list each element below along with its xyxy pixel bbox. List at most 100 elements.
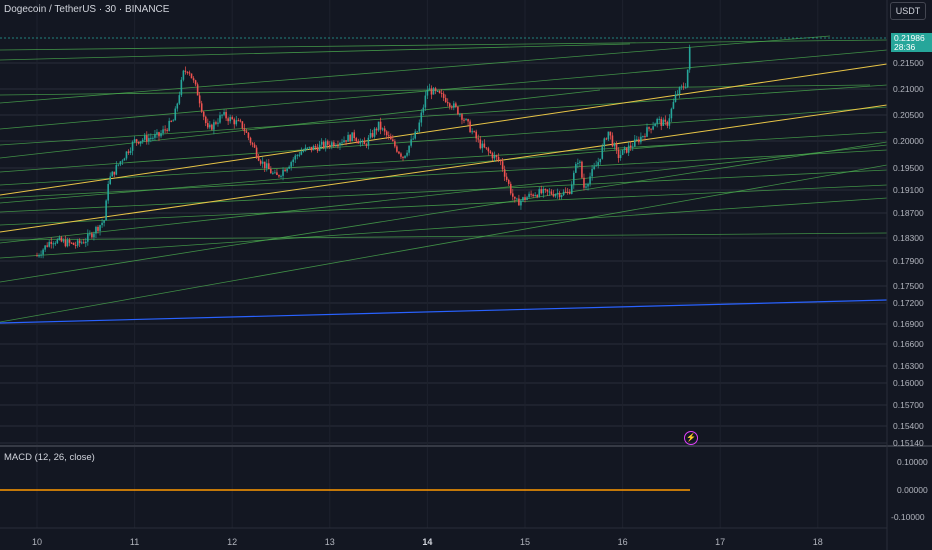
macd-title[interactable]: MACD (12, 26, close): [4, 452, 95, 463]
candle: [139, 141, 142, 144]
price-tick-label: 0.16600: [893, 339, 924, 349]
candle: [440, 93, 443, 95]
candle: [184, 70, 187, 72]
price-tick-label: 0.19100: [893, 185, 924, 195]
candle: [78, 240, 81, 244]
candle: [493, 155, 496, 159]
candle: [568, 191, 571, 194]
candle: [221, 114, 223, 116]
candle: [629, 145, 632, 148]
candle: [634, 139, 636, 147]
macd-tick-label: 0.00000: [897, 485, 928, 495]
candle: [162, 129, 164, 134]
candle: [207, 123, 209, 128]
candle: [363, 140, 366, 145]
candle: [93, 233, 95, 238]
candle: [676, 93, 679, 95]
trendlines: [0, 35, 888, 324]
candle: [473, 131, 475, 133]
candle: [150, 137, 152, 139]
candle: [591, 169, 593, 177]
candle: [119, 161, 122, 165]
candle: [678, 87, 681, 94]
candle: [617, 149, 620, 159]
candle: [143, 135, 146, 140]
candle: [89, 233, 91, 235]
candle: [375, 128, 378, 131]
candle: [188, 72, 191, 74]
candle: [127, 151, 130, 153]
trendline-blue: [0, 299, 888, 324]
price-tick-label: 0.18700: [893, 208, 924, 218]
candle: [74, 244, 77, 246]
candle: [239, 120, 242, 122]
candle: [656, 118, 658, 124]
candle: [40, 254, 42, 256]
price-tick-label: 0.15700: [893, 400, 924, 410]
price-tick-label: 0.17500: [893, 281, 924, 291]
candle: [215, 122, 217, 124]
candle: [367, 137, 370, 146]
candle: [603, 138, 606, 147]
candle: [385, 131, 388, 136]
candle: [249, 137, 252, 143]
candle: [174, 108, 177, 121]
candle: [337, 145, 339, 147]
candle: [394, 141, 396, 147]
time-tick-label: 12: [227, 537, 238, 547]
trendline-green: [0, 106, 888, 173]
trendline-green: [0, 232, 888, 241]
candle: [461, 114, 463, 120]
candle: [211, 124, 213, 130]
candle: [168, 120, 170, 131]
trendline-green: [0, 169, 888, 213]
candle: [172, 120, 175, 122]
candle: [219, 115, 221, 123]
candle: [166, 129, 168, 131]
candle: [335, 145, 337, 147]
candle: [489, 151, 492, 154]
candle: [589, 176, 591, 184]
candle: [46, 245, 48, 247]
candle: [599, 158, 602, 163]
candle: [288, 166, 290, 169]
currency-button[interactable]: USDT: [890, 2, 926, 20]
candle: [662, 119, 665, 126]
price-tick-label: 0.20000: [893, 136, 924, 146]
candle: [64, 240, 67, 247]
candle: [442, 93, 445, 98]
candle: [198, 95, 201, 104]
candle: [56, 239, 59, 244]
candle: [387, 135, 390, 137]
candle: [448, 103, 451, 107]
candle: [99, 225, 101, 231]
candle: [623, 147, 626, 150]
candle: [577, 162, 579, 165]
time-tick-label: 17: [715, 537, 726, 547]
candle: [164, 129, 166, 131]
candle: [58, 237, 61, 240]
price-tick-label: 0.18300: [893, 233, 924, 243]
candle: [349, 134, 351, 142]
candle: [548, 191, 551, 193]
candle: [38, 255, 40, 257]
candle: [87, 233, 89, 242]
candle: [312, 146, 315, 151]
candle: [638, 139, 640, 143]
candle: [347, 134, 349, 142]
candle: [170, 120, 172, 122]
candle: [593, 166, 595, 170]
candle: [192, 78, 195, 81]
flash-icon[interactable]: ⚡: [684, 431, 698, 445]
candle: [333, 142, 335, 146]
macd-tick-label: -0.10000: [891, 512, 925, 522]
price-tick-label: 0.16300: [893, 361, 924, 371]
candle: [491, 153, 494, 159]
candle: [579, 161, 581, 163]
candle: [432, 88, 435, 95]
candle: [247, 132, 250, 138]
candle: [383, 128, 386, 132]
candle: [270, 169, 272, 174]
candle: [642, 136, 644, 138]
